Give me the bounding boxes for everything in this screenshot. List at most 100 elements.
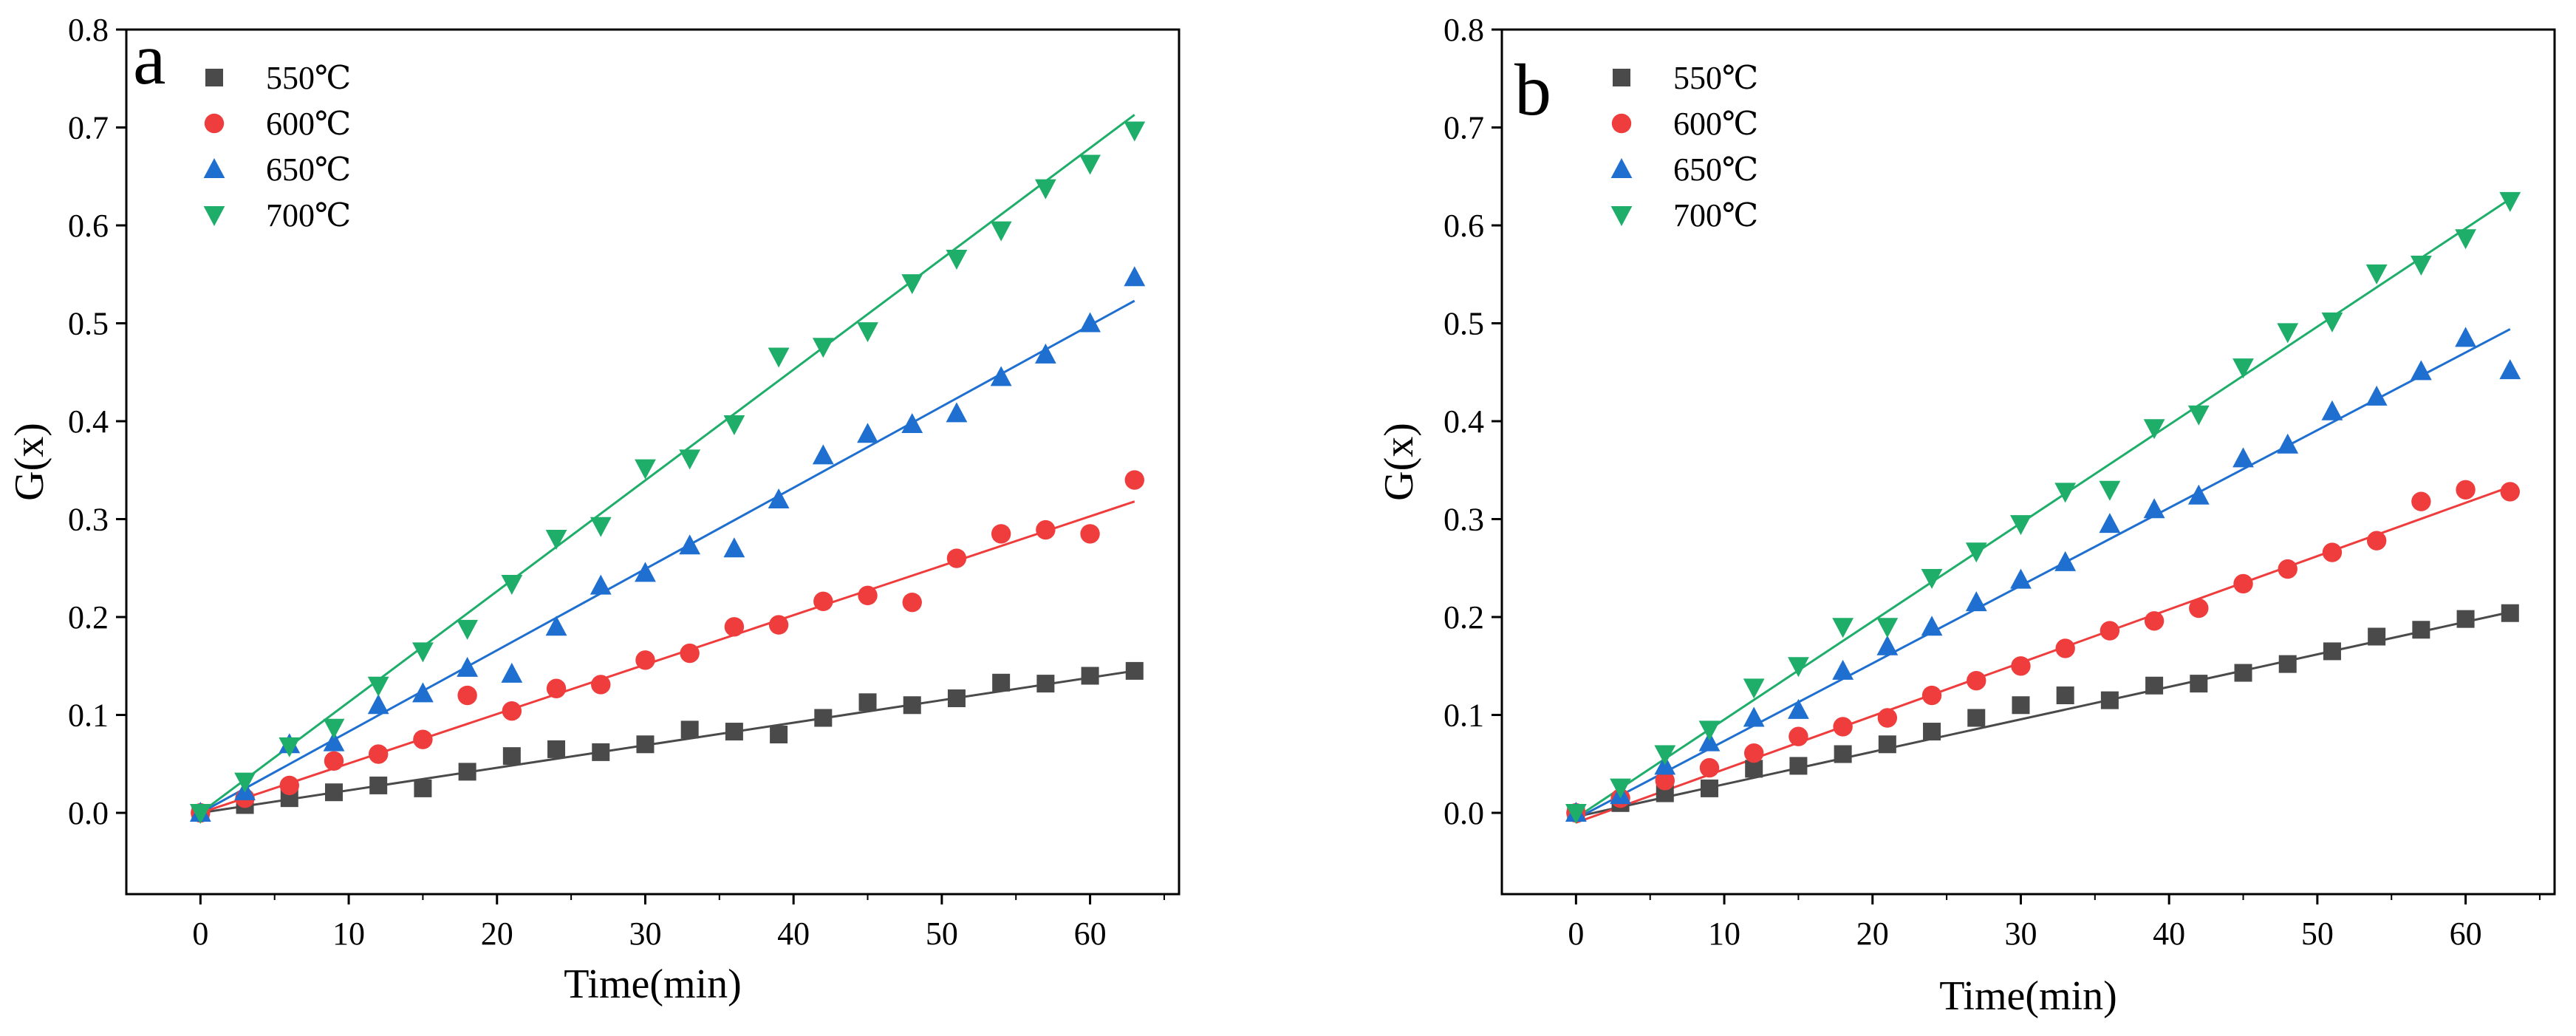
data-point-a-2-7 <box>501 662 523 683</box>
data-point-a-2-6 <box>457 656 479 677</box>
plot-frame-b <box>1500 28 2556 896</box>
data-point-b-0-9 <box>1967 709 1986 727</box>
legend-marker-b-3 <box>1610 206 1633 226</box>
data-point-a-0-19 <box>1036 675 1055 693</box>
data-point-a-3-16 <box>901 274 923 295</box>
y-tick-label-b-7: 0.7 <box>1444 110 1484 146</box>
data-point-a-1-11 <box>680 643 700 664</box>
data-points-b <box>1565 191 2521 825</box>
data-point-a-2-11 <box>679 534 701 555</box>
data-point-a-2-17 <box>946 402 968 423</box>
data-point-a-1-7 <box>502 701 522 721</box>
data-point-a-2-5 <box>412 682 434 703</box>
y-axis-label-a: G(x) <box>7 423 52 501</box>
legend-marker-a-2 <box>203 158 225 178</box>
legend-marker-b-2 <box>1610 158 1633 178</box>
legend-label-a-2: 650℃ <box>266 151 351 188</box>
data-point-a-1-16 <box>902 592 922 613</box>
data-point-b-1-7 <box>1877 708 1898 728</box>
data-point-a-1-14 <box>813 591 833 612</box>
data-point-b-3-18 <box>2365 264 2388 284</box>
data-point-a-1-18 <box>991 524 1011 544</box>
y-tick-label-a-7: 0.7 <box>68 110 109 146</box>
data-point-b-0-8 <box>1923 723 1941 741</box>
y-tick-label-a-3: 0.3 <box>68 502 109 538</box>
data-point-b-1-19 <box>2411 491 2431 511</box>
data-point-a-0-21 <box>1125 661 1144 680</box>
data-point-b-2-10 <box>2010 568 2032 589</box>
x-tick-label-a-3: 30 <box>629 916 661 952</box>
data-point-b-0-10 <box>2012 696 2030 715</box>
data-point-b-1-5 <box>1788 726 1808 746</box>
legend-marker-a-1 <box>204 113 225 134</box>
legend-marker-a-3 <box>203 206 225 226</box>
data-point-b-0-14 <box>2190 675 2208 693</box>
data-point-a-1-21 <box>1124 470 1144 490</box>
axes-b: 0 10 20 30 40 50 60 0.0 0.1 0.2 0.3 0.4 0.5 0.6 0.7 0.8 <box>1444 12 2541 952</box>
data-point-a-3-18 <box>990 221 1012 242</box>
fit-line-b-2 <box>1575 328 2511 820</box>
fit-line-a-1 <box>199 500 1135 814</box>
axes-a: 0 10 20 30 40 50 60 0.0 0.1 0.2 0.3 0.4 0.5 0.6 0.7 0.8 <box>68 12 1165 952</box>
data-point-b-2-11 <box>2054 551 2077 571</box>
data-point-a-2-20 <box>1079 312 1101 333</box>
data-point-a-3-14 <box>812 338 834 358</box>
data-point-a-1-9 <box>591 675 611 695</box>
data-point-a-3-15 <box>857 322 878 343</box>
data-point-b-0-12 <box>2100 691 2119 709</box>
x-tick-label-b-1: 10 <box>1708 916 1740 952</box>
legend-marker-b-0 <box>1613 69 1630 86</box>
data-point-b-2-5 <box>1788 698 1809 719</box>
y-tick-label-b-5: 0.5 <box>1444 306 1484 342</box>
data-point-b-1-14 <box>2189 598 2209 618</box>
data-point-a-2-15 <box>857 423 878 443</box>
data-point-a-0-15 <box>858 693 877 712</box>
data-point-b-2-7 <box>1876 635 1899 655</box>
y-axis-label-b: G(x) <box>1376 423 1422 501</box>
data-point-b-3-5 <box>1788 657 1809 678</box>
data-point-b-0-4 <box>1745 760 1763 778</box>
data-point-b-1-16 <box>2278 559 2297 579</box>
data-point-a-1-20 <box>1080 524 1100 544</box>
data-point-b-3-1 <box>1610 778 1631 799</box>
panel-label-b: b <box>1514 49 1551 131</box>
data-point-a-3-4 <box>367 676 389 697</box>
data-point-a-3-12 <box>723 415 745 435</box>
data-point-a-2-3 <box>323 731 345 752</box>
data-point-b-0-15 <box>2234 664 2252 682</box>
data-point-a-2-13 <box>768 488 790 509</box>
data-point-b-2-17 <box>2321 400 2343 420</box>
data-point-a-0-4 <box>369 776 388 794</box>
data-point-a-0-18 <box>992 673 1011 692</box>
data-point-a-0-16 <box>903 696 921 715</box>
x-tick-label-a-5: 50 <box>926 916 958 952</box>
panel-b: b Time(min) G(x) 0 10 20 30 40 50 600.00.10.20… <box>1376 12 2556 1019</box>
data-point-a-3-13 <box>768 347 790 368</box>
data-point-b-1-10 <box>2011 656 2031 676</box>
data-point-a-1-13 <box>768 615 789 635</box>
data-point-a-0-14 <box>814 709 833 727</box>
data-point-a-0-11 <box>680 720 699 739</box>
data-point-b-2-20 <box>2455 327 2476 347</box>
data-point-b-3-10 <box>2010 515 2032 536</box>
data-point-a-2-8 <box>545 616 567 636</box>
data-point-b-0-20 <box>2456 610 2475 628</box>
y-tick-label-b-4: 0.4 <box>1444 403 1484 440</box>
data-point-a-0-8 <box>547 740 566 758</box>
x-tick-label-a-4: 40 <box>777 916 810 952</box>
data-point-a-1-6 <box>457 685 477 706</box>
data-point-b-3-20 <box>2455 229 2476 250</box>
data-point-a-1-3 <box>324 751 344 771</box>
data-point-b-2-9 <box>1965 591 1987 612</box>
data-point-b-0-5 <box>1789 757 1808 775</box>
y-tick-label-b-8: 0.8 <box>1444 12 1484 48</box>
fit-line-b-1 <box>1575 485 2511 824</box>
x-tick-label-a-1: 10 <box>332 916 365 952</box>
data-point-b-3-3 <box>1698 720 1721 741</box>
y-tick-label-a-2: 0.2 <box>68 599 109 635</box>
x-tick-label-b-3: 30 <box>2004 916 2037 952</box>
y-tick-label-a-4: 0.4 <box>68 403 109 440</box>
data-point-b-3-8 <box>1921 569 1943 590</box>
legend-label-b-3: 700℃ <box>1673 197 1758 234</box>
x-tick-label-b-6: 60 <box>2450 916 2482 952</box>
